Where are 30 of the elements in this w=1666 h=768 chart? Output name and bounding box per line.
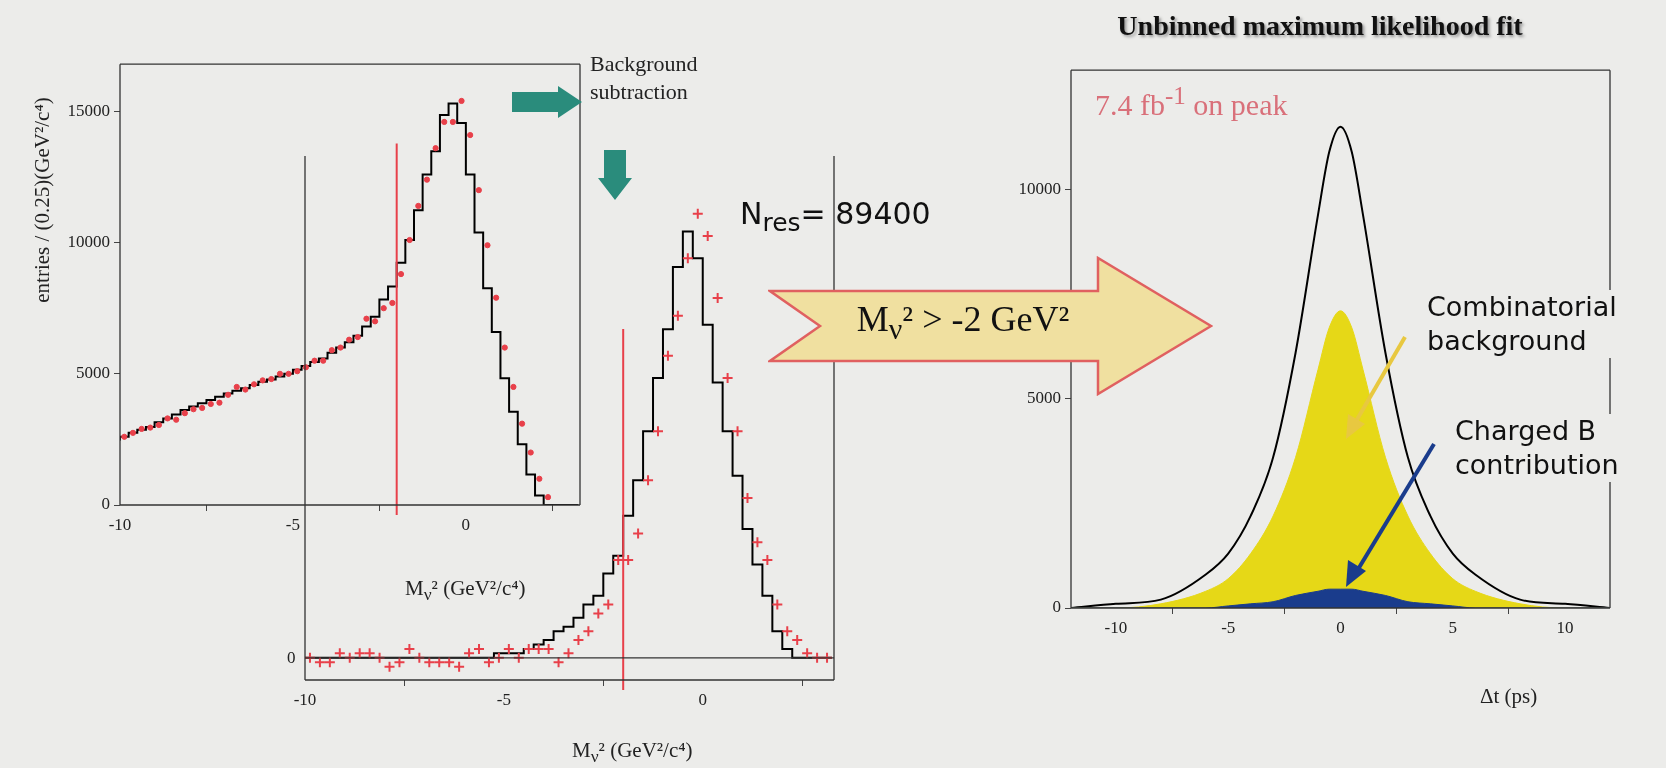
annotation: N$_{res}$= 89400 — [740, 196, 931, 237]
x-tick-label: -10 — [293, 689, 317, 709]
chart-title: Unbinned maximum likelihood fit — [1116, 10, 1524, 42]
annotation: Charged B contribution — [1452, 414, 1628, 482]
y-tick-label: 0 — [1052, 597, 1061, 617]
x-tick-label: 5 — [1448, 617, 1458, 637]
x-tick-label: -5 — [285, 514, 301, 534]
x-tick-label: -10 — [108, 514, 132, 534]
x-tick-label: 0 — [461, 514, 471, 534]
text: Background subtraction — [590, 50, 699, 105]
y-tick-label: 10000 — [67, 232, 110, 252]
x-tick-label: -10 — [1104, 617, 1128, 637]
text: 0 — [287, 647, 296, 668]
y-tick-label: 5000 — [1027, 388, 1061, 408]
y-tick-label: 10000 — [1018, 178, 1061, 198]
x-axis-title: Δt (ps) — [1480, 684, 1538, 709]
x-tick-label: 0 — [698, 689, 707, 709]
x-axis-title: M$_{ν}$² (GeV²/c⁴) — [572, 738, 693, 768]
x-axis-title: M$_{ν}$² (GeV²/c⁴) — [405, 576, 526, 606]
x-tick-label: 10 — [1556, 617, 1574, 637]
y-tick-label: 0 — [101, 494, 110, 514]
x-tick-label: 0 — [1336, 617, 1345, 637]
y-tick-label: 15000 — [67, 100, 110, 120]
y-axis-title: entries / (0.25)(GeV²/c⁴) — [29, 97, 55, 303]
y-tick-label: 5000 — [76, 363, 110, 383]
annotation: 7.4 fb$^{-1}$ on peak — [1095, 82, 1288, 122]
x-tick-label: -5 — [1221, 617, 1236, 637]
x-tick-label: -5 — [496, 689, 511, 709]
text: M$_{ν}$² > -2 GeV² — [855, 298, 1071, 347]
annotation: Combinatorial background — [1424, 290, 1635, 358]
